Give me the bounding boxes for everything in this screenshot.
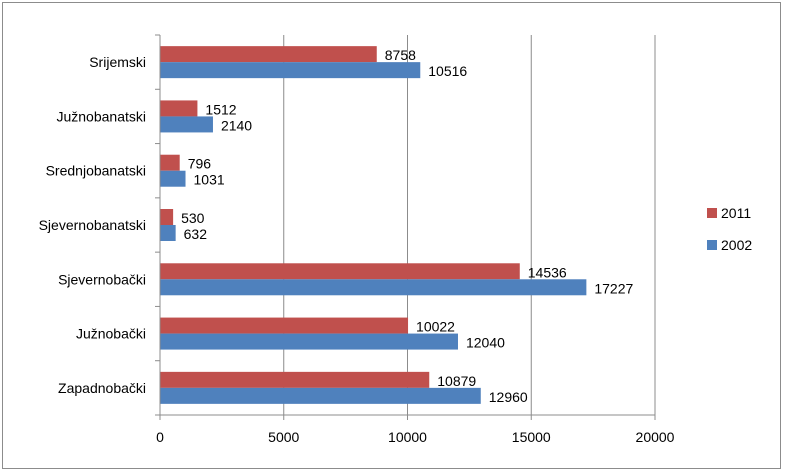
bar-2011 <box>160 154 180 171</box>
category-label: Zapadnobački <box>58 380 146 396</box>
x-tick-label: 0 <box>156 429 164 445</box>
data-label: 10879 <box>437 373 476 389</box>
data-label: 1512 <box>205 101 236 117</box>
data-label: 14536 <box>528 264 567 280</box>
legend-label: 2002 <box>721 237 752 253</box>
bars-layer <box>160 46 587 404</box>
legend: 2011 2002 <box>707 205 752 253</box>
bar-2011 <box>160 317 409 334</box>
bar-2011 <box>160 209 174 225</box>
data-label: 12040 <box>466 335 505 351</box>
category-label: Južnobački <box>76 326 146 342</box>
bar-2002 <box>160 387 481 404</box>
data-label: 530 <box>181 210 205 226</box>
bar-2002 <box>160 333 458 350</box>
data-label: 10022 <box>416 319 455 335</box>
bar-2002 <box>160 225 176 241</box>
axis-layer: 0 5000 10000 15000 20000 <box>155 34 675 445</box>
bar-2002 <box>160 116 213 133</box>
bar-2011 <box>160 100 198 117</box>
category-label: Srijemski <box>89 54 146 70</box>
legend-swatch-2011 <box>707 208 717 218</box>
data-label: 796 <box>188 156 212 172</box>
category-label: Južnobanatski <box>56 108 146 124</box>
data-label: 12960 <box>489 389 528 405</box>
x-tick-label: 15000 <box>512 429 551 445</box>
bar-2011 <box>160 371 430 388</box>
grid-layer <box>283 35 656 415</box>
data-label: 2140 <box>221 117 252 133</box>
x-tick-label: 5000 <box>268 429 299 445</box>
x-tick-label: 20000 <box>636 429 675 445</box>
legend-label: 2011 <box>721 205 751 221</box>
data-label: 1031 <box>194 172 225 188</box>
bar-2002 <box>160 170 186 187</box>
bar-2002 <box>160 279 587 296</box>
x-tick-label: 10000 <box>388 429 427 445</box>
data-label: 10516 <box>428 63 467 79</box>
category-label: Sjevernobački <box>58 271 146 287</box>
bar-2011 <box>160 46 377 63</box>
category-label: Sjevernobanatski <box>39 217 146 233</box>
bar-2002 <box>160 62 421 79</box>
data-label: 17227 <box>594 280 633 296</box>
legend-swatch-2002 <box>707 240 717 250</box>
bar-2011 <box>160 263 520 280</box>
data-label: 632 <box>184 226 208 242</box>
category-label: Srednjobanatski <box>46 163 146 179</box>
data-label: 8758 <box>385 47 416 63</box>
